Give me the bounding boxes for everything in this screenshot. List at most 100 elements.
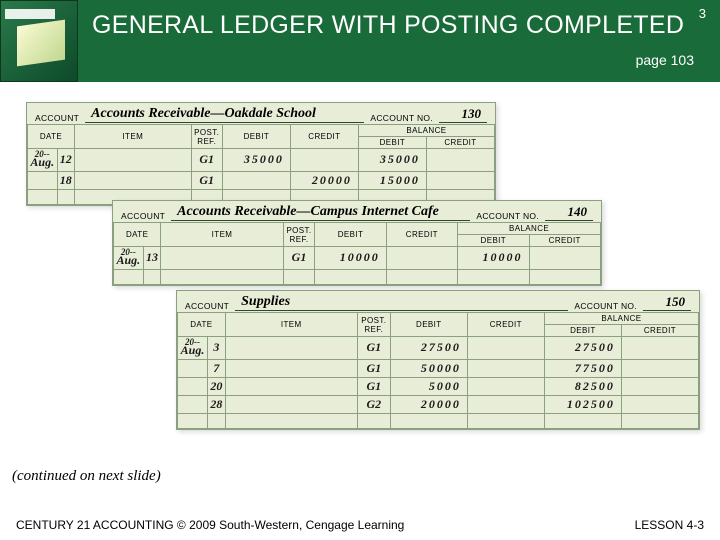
account-no: 130 [439,106,487,123]
cell-balance-credit [426,149,494,172]
cell-credit [467,359,544,377]
cell-item [75,149,192,172]
cell-debit: 35000 [222,149,290,172]
ledger-card: ACCOUNT Supplies ACCOUNT NO. 150 DATE IT… [176,290,700,430]
cell-debit: 20000 [390,395,467,413]
account-name: Accounts Receivable—Campus Internet Cafe [171,204,470,221]
account-no: 140 [545,204,593,221]
cell-balance-credit [621,337,698,360]
cell-balance-debit: 82500 [544,377,621,395]
cell-month: 20--Aug. [28,149,58,172]
account-label: ACCOUNT [35,113,79,123]
col-balance-debit: DEBIT [358,137,426,149]
cell-balance-credit [621,395,698,413]
cell-day: 3 [207,337,225,360]
ledger-row: 20--Aug. 12 G1 35000 35000 [28,149,495,172]
cell-item [225,337,357,360]
cell-day: 18 [57,171,74,189]
ledger-table: DATE ITEM POST. REF. DEBIT CREDIT BALANC… [177,312,699,429]
cell-day: 7 [207,359,225,377]
col-date: DATE [28,125,75,149]
account-no-label: ACCOUNT NO. [476,211,539,221]
cell-balance-credit [426,171,494,189]
cell-debit: 27500 [390,337,467,360]
cell-day: 12 [57,149,74,172]
ledger-row: 28 G2 20000 102500 [178,395,699,413]
cell-balance-debit: 77500 [544,359,621,377]
col-balance: BALANCE [544,313,698,325]
ledger-row [114,269,601,284]
cell-postref: G1 [283,247,315,270]
col-balance: BALANCE [458,223,601,235]
ledger-card: ACCOUNT Accounts Receivable—Oakdale Scho… [26,102,496,206]
continued-note: (continued on next slide) [12,468,161,485]
cell-credit [467,377,544,395]
ledger-row: 20 G1 5000 82500 [178,377,699,395]
cell-balance-debit: 35000 [358,149,426,172]
col-date: DATE [114,223,161,247]
slide-title: GENERAL LEDGER WITH POSTING COMPLETED [92,10,706,41]
ledger-row: 20--Aug. 3 G1 27500 27500 [178,337,699,360]
account-no: 150 [643,294,691,311]
cell-month [28,171,58,189]
col-debit: DEBIT [315,223,386,247]
cell-credit: 20000 [290,171,358,189]
col-postref: POST. REF. [283,223,315,247]
cell-debit: 10000 [315,247,386,270]
ledger-header: ACCOUNT Accounts Receivable—Oakdale Scho… [27,103,495,124]
account-no-label: ACCOUNT NO. [574,301,637,311]
cell-postref: G1 [191,149,222,172]
cell-credit [467,395,544,413]
cell-credit [290,149,358,172]
cell-month: 20--Aug. [178,337,208,360]
col-item: ITEM [161,223,283,247]
account-no-label: ACCOUNT NO. [370,113,433,123]
slide-footer: CENTURY 21 ACCOUNTING © 2009 South-Weste… [0,510,720,540]
ledger-card: ACCOUNT Accounts Receivable—Campus Inter… [112,200,602,286]
cell-item [225,377,357,395]
col-item: ITEM [75,125,192,149]
cell-balance-credit [621,377,698,395]
ledger-row: 20--Aug. 13 G1 10000 10000 [114,247,601,270]
ledger-row: 7 G1 50000 77500 [178,359,699,377]
cell-day: 28 [207,395,225,413]
col-balance-debit: DEBIT [458,235,529,247]
cell-debit [222,171,290,189]
account-label: ACCOUNT [185,301,229,311]
col-balance: BALANCE [358,125,494,137]
col-balance-credit: CREDIT [426,137,494,149]
cell-postref: G2 [357,395,390,413]
ledger-header: ACCOUNT Accounts Receivable—Campus Inter… [113,201,601,222]
cell-postref: G1 [357,359,390,377]
col-credit: CREDIT [467,313,544,337]
ledger-table: DATE ITEM POST. REF. DEBIT CREDIT BALANC… [113,222,601,285]
account-name: Accounts Receivable—Oakdale School [85,106,364,123]
col-debit: DEBIT [390,313,467,337]
cell-balance-debit: 27500 [544,337,621,360]
col-postref: POST. REF. [191,125,222,149]
col-credit: CREDIT [386,223,457,247]
col-date: DATE [178,313,226,337]
slide-number: 3 [699,6,706,21]
cell-balance-debit: 10000 [458,247,529,270]
account-name: Supplies [235,294,568,311]
book-cover-image [0,0,78,82]
cell-item [225,395,357,413]
slide-body: ACCOUNT Accounts Receivable—Oakdale Scho… [0,82,720,482]
col-balance-credit: CREDIT [621,325,698,337]
footer-copyright: CENTURY 21 ACCOUNTING © 2009 South-Weste… [16,518,404,532]
cell-credit [386,247,457,270]
col-balance-debit: DEBIT [544,325,621,337]
page-reference: page 103 [636,52,694,68]
ledger-row [178,413,699,428]
ledger-table: DATE ITEM POST. REF. DEBIT CREDIT BALANC… [27,124,495,205]
cell-item [161,247,283,270]
cell-month [178,377,208,395]
cell-item [225,359,357,377]
cell-postref: G1 [357,337,390,360]
title-area: GENERAL LEDGER WITH POSTING COMPLETED [78,0,720,82]
cell-balance-debit: 102500 [544,395,621,413]
col-credit: CREDIT [290,125,358,149]
cell-month [178,359,208,377]
account-label: ACCOUNT [121,211,165,221]
